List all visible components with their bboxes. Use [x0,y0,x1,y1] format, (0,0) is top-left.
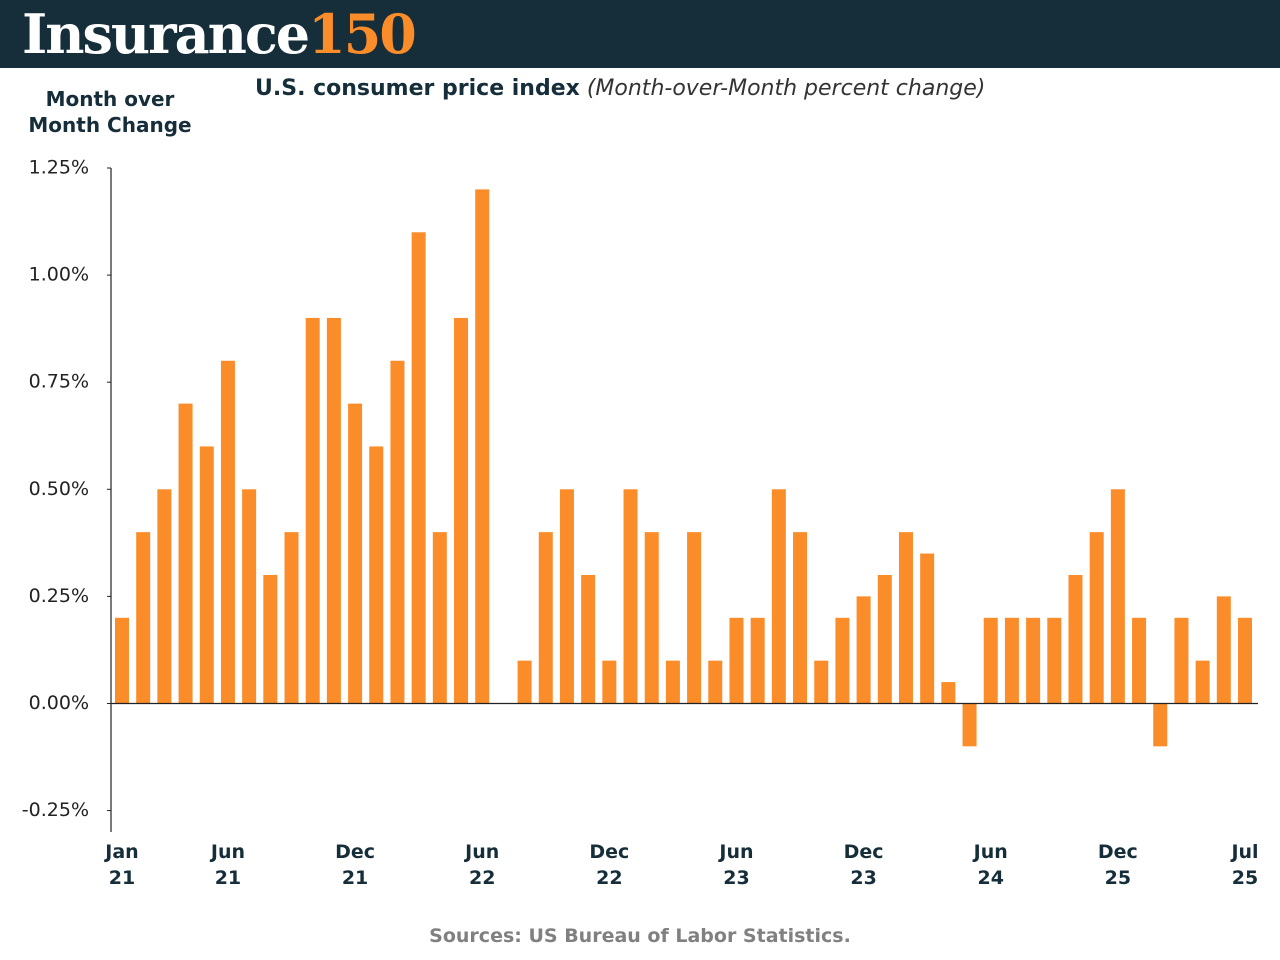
y-tick-label: 1.00% [29,264,89,286]
bar [644,532,659,704]
y-tick-label: -0.25% [22,799,89,821]
bar [687,532,702,704]
bar [369,446,384,704]
bar [517,660,532,704]
bar [538,532,553,704]
bar [1216,596,1231,704]
bar [220,360,235,704]
bar [1004,617,1019,704]
bar [559,489,574,704]
bar [1238,617,1252,704]
x-tick-label: Dec 21 [335,841,376,889]
x-tick-label: Dec 25 [1097,841,1138,889]
x-tick-label: Dec 22 [589,841,630,889]
bar [1153,703,1168,747]
x-tick-label: Jan 21 [105,841,139,889]
x-tick-label: Jun 22 [465,841,500,889]
x-tick-label: Jun 21 [210,841,245,889]
y-tick-label: 0.75% [29,371,89,393]
bar [962,703,977,747]
bar [1110,489,1125,704]
x-tick-label: Jun 24 [973,841,1008,889]
bar [877,574,892,704]
bar [199,446,214,704]
bar [390,360,405,704]
bar [411,232,426,704]
bar [284,532,299,704]
bar [242,489,257,704]
bar [1174,617,1189,704]
y-tick-label: 0.25% [29,585,89,607]
header-band [0,0,1280,68]
bar [178,403,193,704]
bar [326,317,341,704]
bar [1068,574,1083,704]
chart-subtitle: (Month-over-Month percent change) [586,76,986,101]
bar [581,574,596,704]
bar [157,489,172,704]
brand-number: 150 [308,2,417,66]
bar [432,532,447,704]
bar [1026,617,1041,704]
bar [941,682,956,704]
bar [729,617,744,704]
y-axis-label: Month over Month Change [28,87,192,137]
bar [263,574,278,704]
bar [475,189,490,704]
bar [793,532,808,704]
bar [898,532,913,704]
chart-title-row: U.S. consumer price index (Month-over-Mo… [255,76,985,101]
bar [856,596,871,704]
x-tick-label: Jun 23 [719,841,754,889]
y-tick-label: 0.00% [29,692,89,714]
source-note: Sources: US Bureau of Labor Statistics. [429,925,851,947]
x-tick-label: Jul 25 [1231,841,1259,889]
bar [454,317,469,704]
x-tick-label: Dec 23 [843,841,884,889]
bar [750,617,765,704]
bar [708,660,723,704]
bar [1132,617,1147,704]
y-tick-label: 1.25% [29,157,89,179]
bar [983,617,998,704]
bar [305,317,320,704]
brand-name: Insurance [22,2,310,66]
bar [115,617,129,704]
bar [602,660,617,704]
y-tick-label: 0.50% [29,478,89,500]
bar [665,660,680,704]
brand: Insurance150 [22,2,417,66]
bar [1089,532,1104,704]
bar [920,553,935,704]
bar [1047,617,1062,704]
bar [771,489,786,704]
bar [814,660,829,704]
bar [136,532,151,704]
chart-title: U.S. consumer price index [255,76,580,101]
bar [348,403,363,704]
bar [835,617,850,704]
bar [1195,660,1210,704]
bar [623,489,638,704]
